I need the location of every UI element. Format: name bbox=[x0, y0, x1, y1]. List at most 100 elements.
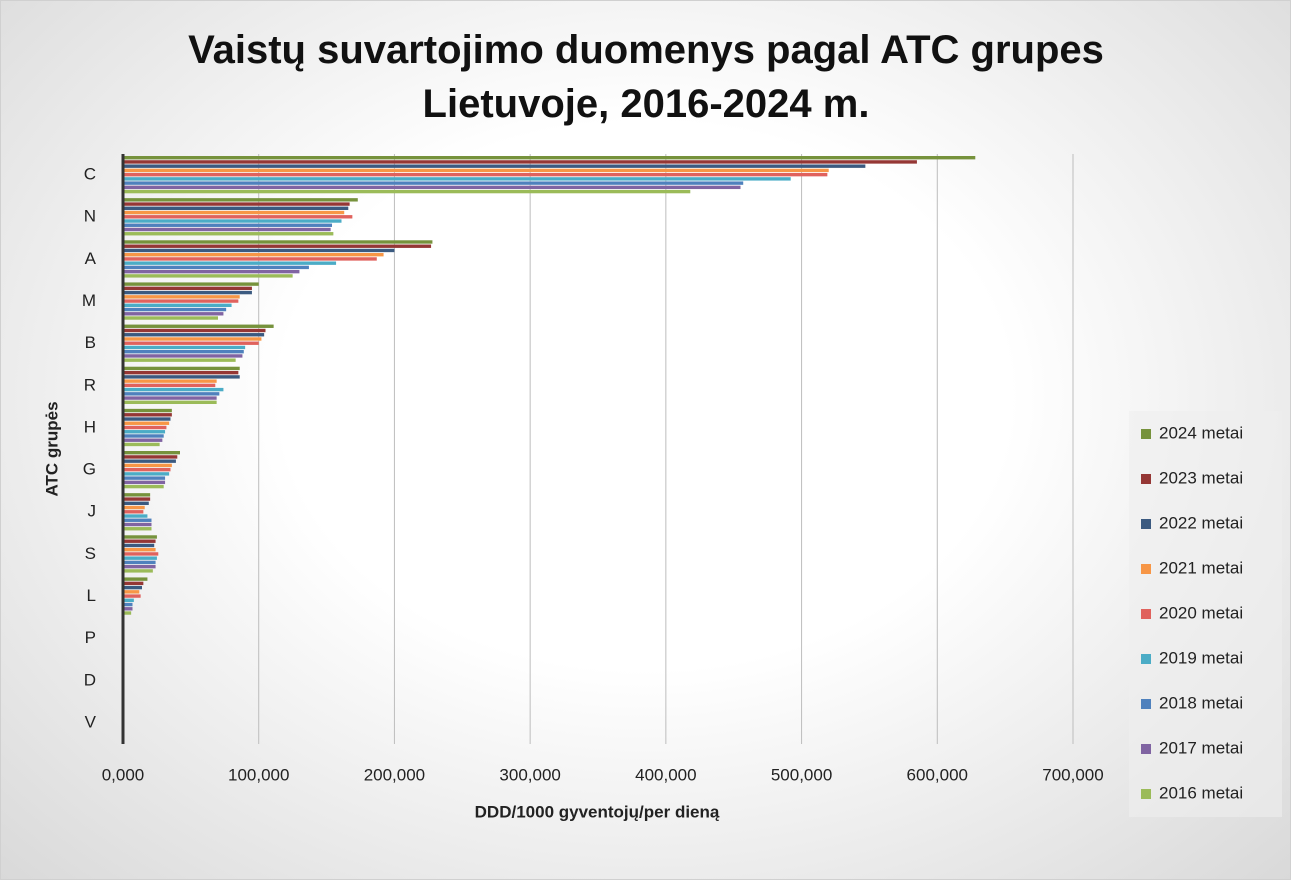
bar bbox=[123, 556, 157, 560]
bar bbox=[123, 206, 349, 211]
bar bbox=[123, 505, 145, 510]
bar bbox=[123, 295, 240, 299]
bar bbox=[123, 333, 265, 337]
bar bbox=[123, 396, 217, 400]
y-tick-label: P bbox=[85, 628, 96, 647]
bar bbox=[123, 168, 829, 173]
bar bbox=[123, 392, 220, 396]
bar bbox=[123, 210, 345, 215]
bar bbox=[123, 324, 274, 328]
bar bbox=[123, 370, 239, 375]
y-axis-label: ATC grupės bbox=[42, 401, 61, 496]
bar bbox=[123, 164, 866, 168]
y-tick-label: R bbox=[84, 375, 96, 394]
bar bbox=[123, 451, 180, 455]
x-tick-label: 200,000 bbox=[364, 765, 425, 784]
legend-box bbox=[1129, 411, 1282, 817]
bar bbox=[123, 421, 170, 425]
bar bbox=[123, 189, 691, 194]
bar bbox=[123, 564, 156, 569]
bar bbox=[123, 181, 744, 185]
bar bbox=[123, 358, 236, 362]
y-tick-label: D bbox=[84, 670, 96, 689]
bar bbox=[123, 337, 262, 341]
x-tick-label: 500,000 bbox=[771, 765, 832, 784]
bar bbox=[123, 472, 170, 476]
legend-swatch bbox=[1141, 564, 1151, 574]
bar bbox=[123, 484, 164, 489]
bar bbox=[123, 232, 334, 236]
legend-label: 2019 metai bbox=[1159, 648, 1243, 667]
legend-swatch bbox=[1141, 429, 1151, 439]
legend-label: 2016 metai bbox=[1159, 783, 1243, 802]
bar bbox=[123, 248, 395, 253]
legend-label: 2018 metai bbox=[1159, 693, 1243, 712]
y-tick-label: G bbox=[83, 460, 96, 479]
bar bbox=[123, 160, 917, 164]
bar bbox=[123, 400, 217, 405]
x-tick-label: 0,000 bbox=[102, 765, 145, 784]
bar bbox=[123, 442, 160, 447]
bar bbox=[123, 548, 156, 552]
bar bbox=[123, 510, 144, 514]
bar bbox=[123, 379, 217, 383]
bar bbox=[123, 328, 266, 333]
legend-label: 2017 metai bbox=[1159, 738, 1243, 757]
bar bbox=[123, 299, 239, 303]
bar bbox=[123, 350, 244, 354]
bar bbox=[123, 438, 163, 442]
legend-swatch bbox=[1141, 699, 1151, 709]
bar bbox=[123, 269, 300, 274]
x-axis-label: DDD/1000 gyventojų/per dieną bbox=[475, 802, 720, 821]
bar bbox=[123, 341, 259, 345]
bar bbox=[123, 312, 224, 316]
bar bbox=[123, 518, 152, 522]
bar bbox=[123, 223, 332, 227]
bar bbox=[123, 569, 153, 573]
bar bbox=[123, 408, 172, 413]
bar bbox=[123, 476, 166, 480]
bar bbox=[123, 459, 176, 463]
bar bbox=[123, 257, 377, 261]
bar bbox=[123, 527, 152, 531]
bar bbox=[123, 611, 132, 615]
bar bbox=[123, 501, 149, 506]
bar bbox=[123, 493, 151, 497]
y-tick-label: B bbox=[85, 333, 96, 352]
y-tick-label: S bbox=[85, 544, 96, 563]
bar bbox=[123, 522, 152, 527]
legend-swatch bbox=[1141, 654, 1151, 664]
bar bbox=[123, 383, 216, 388]
bar bbox=[123, 253, 384, 257]
bar bbox=[123, 455, 178, 459]
legend-label: 2021 metai bbox=[1159, 558, 1243, 577]
bar bbox=[123, 354, 243, 358]
bar bbox=[123, 185, 741, 190]
legend-swatch bbox=[1141, 474, 1151, 484]
bar bbox=[123, 261, 337, 265]
bar bbox=[123, 535, 157, 539]
bar bbox=[123, 590, 140, 594]
bar bbox=[123, 244, 432, 248]
chart-title: Vaistų suvartojimo duomenys pagal ATC gr… bbox=[188, 28, 1104, 126]
y-tick-label: N bbox=[84, 207, 96, 226]
bar bbox=[123, 286, 252, 291]
bar bbox=[123, 198, 358, 202]
bar bbox=[123, 598, 134, 603]
y-tick-label: H bbox=[84, 417, 96, 436]
bar bbox=[123, 581, 144, 586]
bar bbox=[123, 552, 159, 556]
legend-label: 2023 metai bbox=[1159, 468, 1243, 487]
bar bbox=[123, 425, 167, 430]
bar bbox=[123, 227, 331, 232]
bar bbox=[123, 417, 171, 421]
bar bbox=[123, 594, 141, 598]
bar bbox=[123, 316, 218, 320]
bar bbox=[123, 215, 353, 219]
y-tick-label: L bbox=[87, 586, 96, 605]
legend-label: 2020 metai bbox=[1159, 603, 1243, 622]
bar bbox=[123, 290, 252, 295]
legend-swatch bbox=[1141, 744, 1151, 754]
